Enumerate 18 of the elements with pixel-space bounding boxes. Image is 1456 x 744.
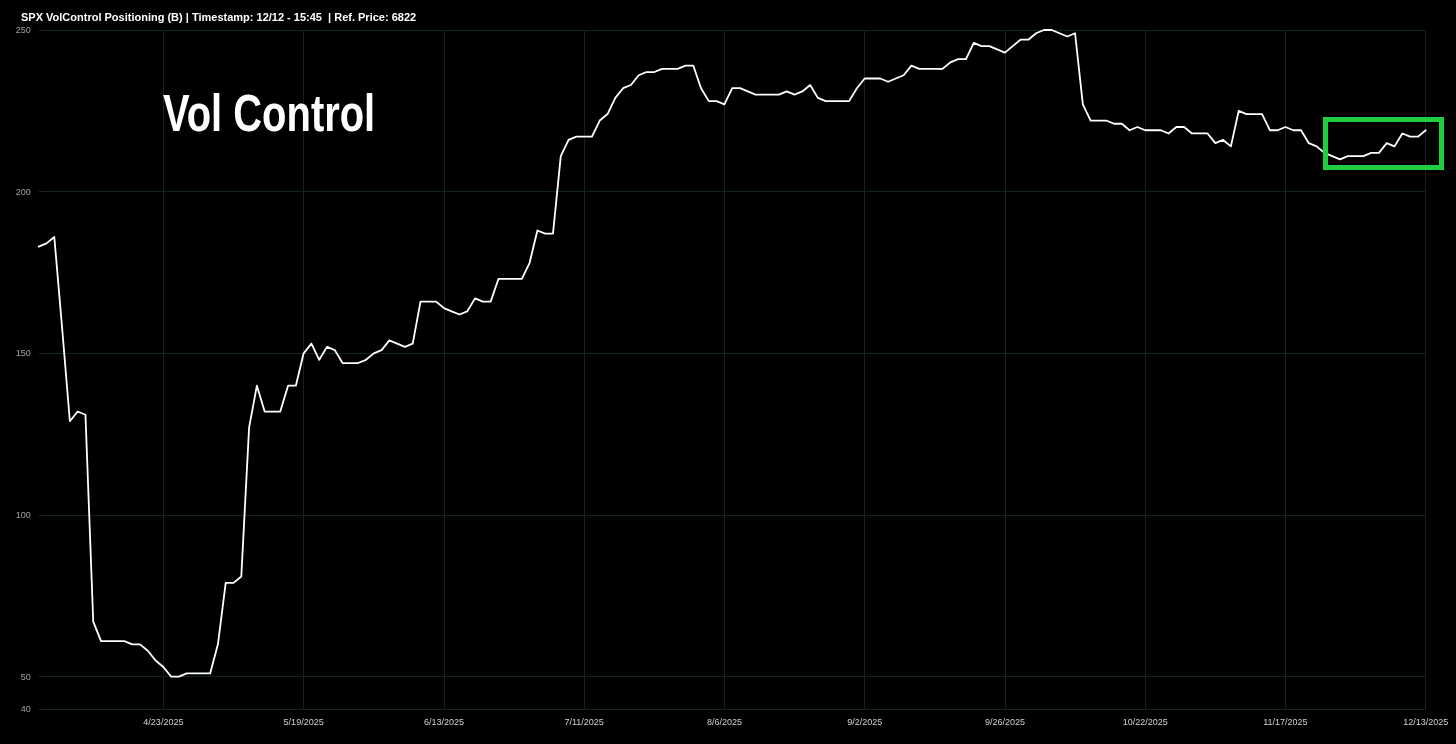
x-tick-label: 4/23/2025 <box>143 716 184 727</box>
y-tick-label: 50 <box>20 671 31 682</box>
x-tick-label: 10/22/2025 <box>1122 716 1168 727</box>
y-tick-label: 250 <box>15 25 31 35</box>
x-tick-label: 9/2/2025 <box>847 716 883 727</box>
chart-title: SPX VolControl Positioning (B) | Timestamp: 12/12 - 15:45 | Ref. Price: 6822 <box>21 10 417 23</box>
x-tick-label: 12/13/2025 <box>1403 716 1449 727</box>
x-tick-label: 9/26/2025 <box>984 716 1025 727</box>
y-tick-label: 40 <box>20 704 31 714</box>
annotation: Vol Control <box>163 83 376 142</box>
x-tick-label: 8/6/2025 <box>706 716 742 727</box>
y-tick-label: 100 <box>15 510 31 520</box>
x-tick-label: 6/13/2025 <box>423 716 464 727</box>
x-tick-label: 7/11/2025 <box>564 716 604 727</box>
x-tick-label: 5/19/2025 <box>283 716 324 727</box>
x-tick-label: 11/17/2025 <box>1263 716 1308 727</box>
y-tick-label: 200 <box>15 186 31 197</box>
y-tick-label: 150 <box>15 348 31 359</box>
